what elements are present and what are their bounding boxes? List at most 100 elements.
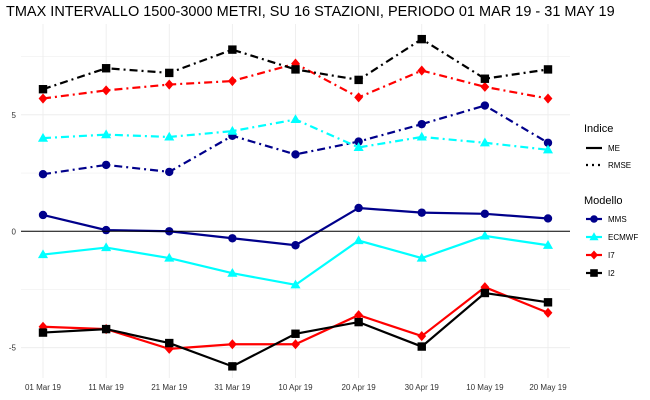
data-point	[543, 138, 553, 147]
data-point	[228, 362, 237, 371]
data-point	[291, 58, 300, 69]
data-point	[542, 240, 554, 249]
data-point	[165, 338, 174, 348]
data-point	[354, 75, 363, 85]
data-point	[291, 241, 300, 250]
data-point	[480, 101, 490, 110]
data-point	[416, 131, 427, 141]
legend-label-i2: I2	[608, 269, 615, 278]
data-point	[354, 92, 364, 103]
data-point	[101, 324, 111, 334]
data-point	[228, 45, 237, 54]
data-point	[480, 209, 490, 219]
data-point	[291, 150, 300, 159]
data-point	[37, 132, 49, 142]
data-point	[417, 342, 426, 351]
data-point	[291, 65, 300, 74]
legend-label-i7: I7	[608, 251, 615, 260]
legend-modello-title: Modello	[584, 195, 623, 207]
series-line	[42, 37, 549, 91]
data-point	[416, 252, 427, 262]
data-point	[164, 131, 175, 141]
x-tick-label: 20 May 19	[529, 383, 567, 392]
data-point	[417, 208, 426, 217]
x-tick-label: 30 Apr 19	[405, 383, 440, 392]
data-point	[543, 65, 553, 74]
data-point	[164, 252, 175, 262]
data-point	[38, 328, 48, 337]
data-point	[543, 307, 553, 318]
series-ecmwf-me	[37, 230, 554, 289]
data-point	[101, 85, 111, 96]
legend-indice-title: Indice	[584, 123, 613, 135]
data-point	[353, 142, 364, 152]
legend: Indice ME RMSE Modello MMS ECMWF I7 I2	[584, 123, 638, 278]
data-point	[101, 225, 111, 235]
series-mms-me	[38, 203, 553, 250]
legend-label-me: ME	[608, 144, 620, 153]
x-tick-label: 10 Apr 19	[278, 383, 313, 392]
data-point	[417, 65, 427, 76]
legend-label-ecmwf: ECMWF	[608, 233, 638, 242]
data-point	[354, 317, 363, 327]
data-point	[291, 339, 300, 350]
data-point	[354, 137, 363, 146]
x-tick-label: 11 Mar 19	[88, 383, 124, 392]
data-point	[354, 203, 363, 213]
y-tick-label: 5	[12, 111, 17, 120]
data-point	[101, 242, 112, 252]
data-point	[227, 76, 237, 87]
legend-marker-ecmwf	[589, 232, 599, 241]
legend-marker-i2	[590, 269, 598, 277]
axes: -5 0 5 01 Mar 19 11 Mar 19 21 Mar 19 31 Mar 19…	[9, 111, 570, 392]
data-point	[354, 310, 364, 321]
legend-label-mms: MMS	[608, 215, 627, 224]
data-point	[353, 235, 364, 245]
data-point	[101, 64, 111, 73]
data-point	[227, 267, 238, 277]
data-point	[417, 119, 426, 129]
data-point	[542, 144, 554, 154]
data-point	[164, 79, 174, 90]
series-i7-rmse	[38, 58, 553, 104]
data-point	[228, 234, 237, 243]
chart-title: TMAX INTERVALLO 1500-3000 METRI, SU 16 S…	[6, 4, 615, 20]
data-point	[38, 85, 48, 94]
data-point	[543, 93, 553, 104]
data-point	[165, 68, 174, 78]
series-i2-me	[38, 288, 553, 371]
x-tick-label: 10 May 19	[466, 383, 504, 392]
legend-label-rmse: RMSE	[608, 161, 631, 170]
data-point	[543, 298, 553, 307]
data-point	[479, 137, 490, 147]
data-point	[480, 288, 490, 298]
data-point	[479, 230, 490, 240]
legend-marker-mms	[590, 215, 598, 223]
x-tick-label: 01 Mar 19	[25, 383, 62, 392]
data-point	[38, 170, 48, 179]
y-tick-label: -5	[9, 344, 17, 353]
data-point	[480, 81, 490, 92]
series-ecmwf-rmse	[37, 114, 554, 154]
data-point	[291, 329, 300, 338]
data-point	[417, 331, 427, 342]
data-point	[290, 114, 301, 124]
data-point	[227, 339, 237, 350]
x-tick-label: 21 Mar 19	[151, 383, 188, 392]
data-point	[38, 93, 48, 104]
data-point	[38, 210, 48, 220]
x-tick-label: 20 Apr 19	[342, 383, 377, 392]
data-point	[101, 129, 112, 139]
data-point	[37, 249, 49, 259]
series-layer	[37, 34, 554, 371]
data-point	[480, 74, 490, 83]
data-point	[165, 167, 174, 177]
data-point	[290, 279, 301, 289]
y-tick-label: 0	[12, 227, 17, 236]
legend-marker-i7	[590, 250, 598, 260]
x-tick-label: 31 Mar 19	[214, 383, 251, 392]
series-i2-rmse	[38, 34, 553, 94]
data-point	[543, 214, 553, 223]
data-point	[101, 160, 111, 170]
